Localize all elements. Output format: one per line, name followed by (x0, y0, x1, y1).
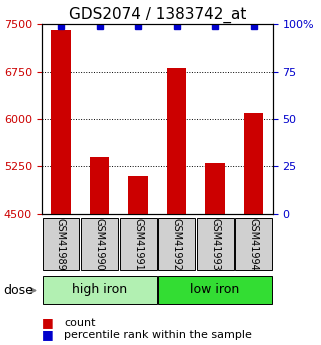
Text: ■: ■ (42, 328, 54, 341)
Text: GSM41990: GSM41990 (94, 218, 105, 270)
Bar (42, 218, 80, 270)
Text: count: count (64, 318, 96, 327)
Bar (244, 113, 263, 214)
Text: ■: ■ (42, 316, 54, 329)
Bar (42, 276, 157, 304)
Bar (51, 30, 71, 214)
Text: GSM41993: GSM41993 (210, 218, 220, 270)
Bar (205, 163, 225, 214)
Text: GSM41994: GSM41994 (248, 218, 259, 270)
Text: percentile rank within the sample: percentile rank within the sample (64, 330, 252, 339)
Bar (90, 157, 109, 214)
Bar (158, 276, 272, 304)
Bar (119, 218, 157, 270)
Text: low iron: low iron (190, 283, 240, 296)
Bar (158, 218, 195, 270)
Text: GSM41989: GSM41989 (56, 218, 66, 270)
Bar (128, 176, 148, 214)
Bar (235, 218, 272, 270)
Title: GDS2074 / 1383742_at: GDS2074 / 1383742_at (69, 7, 246, 23)
Text: high iron: high iron (72, 283, 127, 296)
Bar (167, 68, 186, 214)
Text: GSM41992: GSM41992 (171, 218, 182, 270)
Text: GSM41991: GSM41991 (133, 218, 143, 270)
Bar (196, 218, 234, 270)
Bar (81, 218, 118, 270)
Text: dose: dose (3, 284, 33, 297)
